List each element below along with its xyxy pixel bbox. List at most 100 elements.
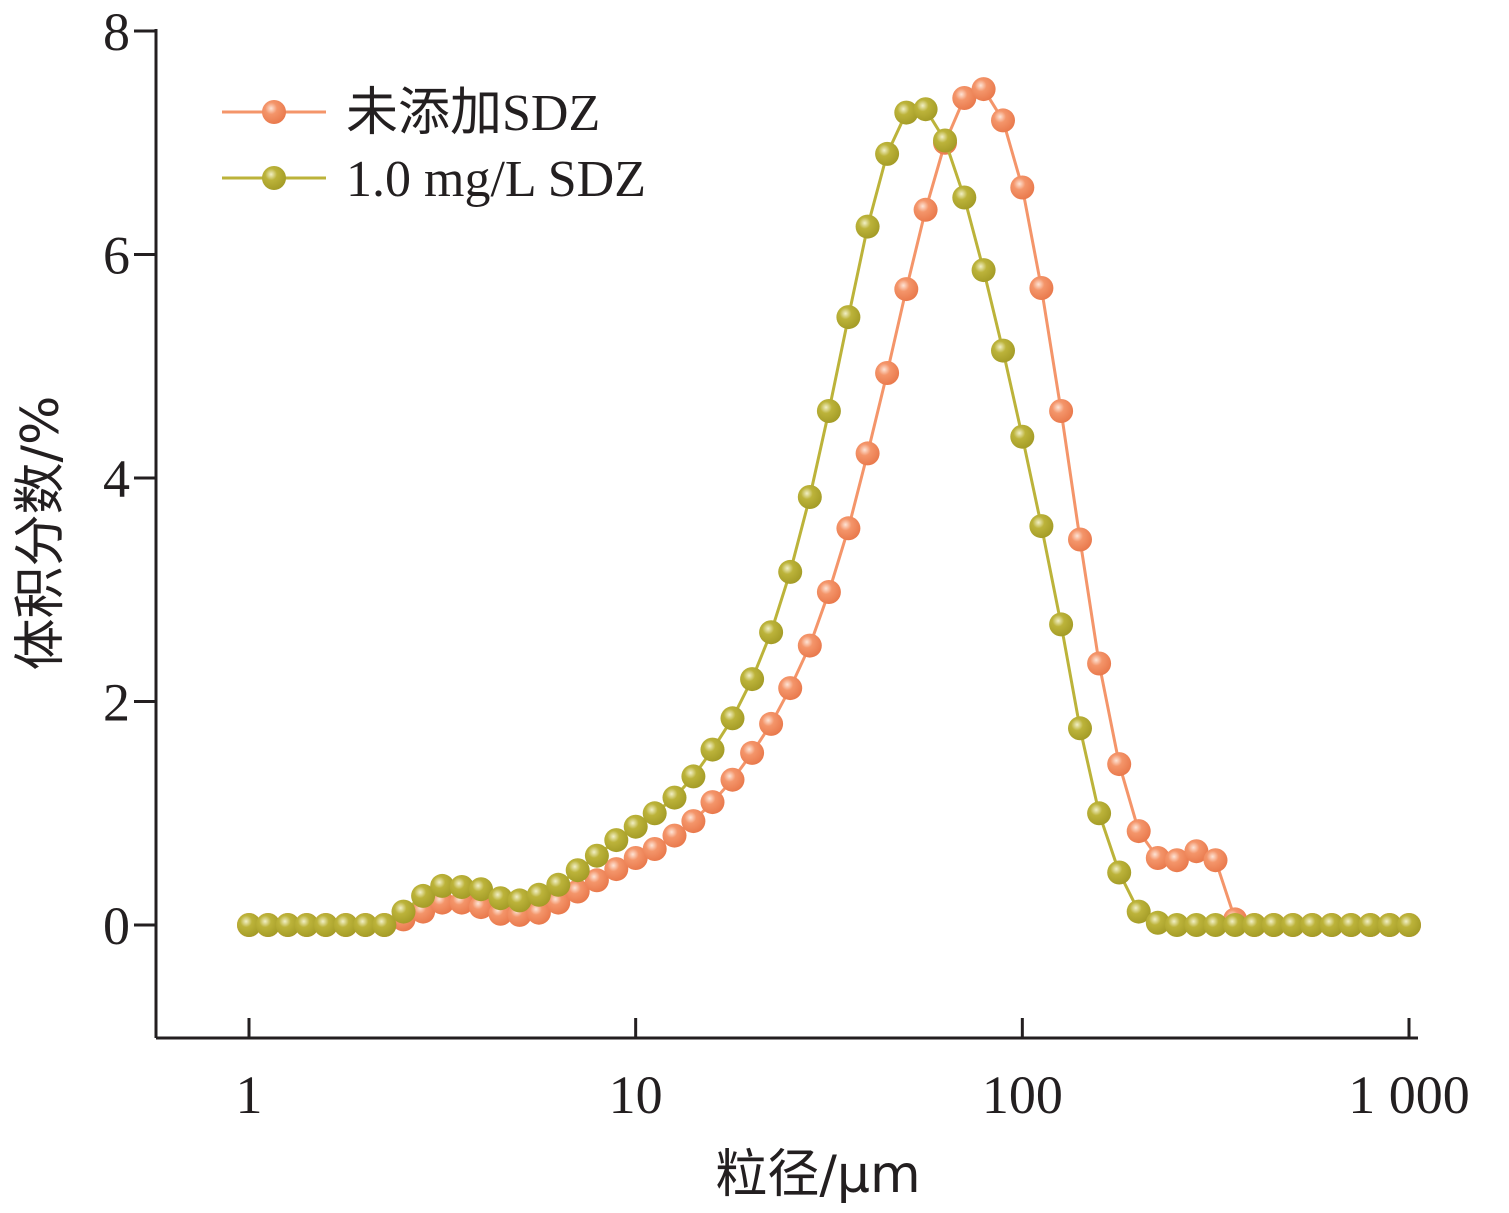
- data-point: [1203, 913, 1228, 937]
- data-point: [546, 872, 571, 897]
- data-point: [952, 185, 977, 210]
- data-point: [740, 667, 765, 692]
- data-point: [1319, 913, 1344, 937]
- legend-label-no-sdz: 未添加SDZ: [346, 85, 600, 142]
- series-1: [237, 97, 1421, 937]
- data-point: [836, 516, 861, 541]
- data-point: [469, 895, 493, 920]
- data-point: [1184, 913, 1209, 937]
- data-point: [1126, 899, 1151, 924]
- data-point: [875, 361, 900, 385]
- legend-label-1mg-sdz: 1.0 mg/L SDZ: [346, 151, 646, 208]
- series-layer: [237, 77, 1421, 937]
- data-point: [642, 837, 667, 861]
- x-axis-ticks: 1 10 100 1 000: [236, 1018, 1470, 1125]
- x-tick-label: 1 000: [1348, 1065, 1470, 1125]
- data-point: [913, 197, 938, 222]
- data-point: [275, 913, 300, 937]
- data-point: [1068, 527, 1092, 552]
- data-point: [778, 676, 803, 701]
- data-point: [526, 900, 551, 925]
- data-point: [681, 809, 706, 834]
- data-point: [662, 823, 687, 848]
- series-line: [249, 107, 1409, 927]
- y-axis-title: 体积分数/%: [11, 396, 71, 671]
- data-point: [1010, 424, 1035, 449]
- data-point: [1029, 276, 1054, 300]
- data-point: [1049, 612, 1074, 637]
- data-point: [740, 740, 765, 765]
- data-point: [971, 258, 996, 283]
- data-point: [584, 868, 609, 893]
- data-point: [469, 877, 493, 902]
- data-point: [623, 846, 648, 870]
- data-point: [1280, 913, 1305, 937]
- data-point: [411, 883, 436, 908]
- x-tick-label: 10: [609, 1065, 663, 1125]
- data-point: [1087, 651, 1112, 676]
- x-tick-label: 1: [236, 1065, 263, 1125]
- data-point: [584, 843, 609, 868]
- data-point: [642, 801, 667, 826]
- data-point: [372, 913, 397, 937]
- data-point: [604, 828, 629, 853]
- data-point: [565, 879, 590, 904]
- data-point: [913, 97, 938, 122]
- data-point: [565, 858, 590, 883]
- data-point: [1068, 716, 1092, 741]
- data-point: [1223, 913, 1248, 937]
- data-point: [1107, 752, 1132, 777]
- data-point: [256, 913, 280, 937]
- x-axis-title: 粒径/μm: [715, 1145, 920, 1205]
- y-axis-ticks: 0 2 4 6 8: [103, 2, 156, 956]
- data-point: [1339, 913, 1363, 937]
- data-point: [1087, 801, 1112, 826]
- data-point: [855, 441, 880, 466]
- legend-marker-orange: [262, 100, 286, 124]
- data-point: [546, 890, 571, 915]
- data-point: [720, 767, 745, 792]
- data-point: [836, 305, 861, 330]
- data-point: [1126, 819, 1151, 844]
- data-point: [816, 399, 841, 423]
- x-tick-label: 100: [982, 1065, 1063, 1125]
- plot-area: 0 2 4 6 8 1 10 100 1 000: [103, 2, 1470, 1125]
- data-point: [855, 214, 880, 239]
- data-point: [797, 633, 822, 658]
- data-point: [1029, 514, 1054, 539]
- y-tick-label: 0: [103, 896, 130, 956]
- data-point: [1261, 913, 1286, 937]
- data-point: [623, 814, 648, 839]
- series-line: [249, 87, 1409, 927]
- data-point: [681, 764, 706, 789]
- y-tick-label: 6: [103, 226, 130, 286]
- data-point: [778, 559, 803, 584]
- data-point: [759, 620, 784, 645]
- data-point: [1145, 910, 1170, 935]
- data-point: [526, 882, 551, 907]
- data-point: [488, 886, 513, 911]
- legend-marker-green: [262, 166, 286, 190]
- data-point: [237, 913, 261, 937]
- data-point: [1164, 913, 1189, 937]
- data-point: [700, 790, 725, 815]
- data-point: [759, 711, 784, 736]
- data-point: [991, 108, 1015, 133]
- data-point: [1300, 913, 1325, 937]
- data-point: [353, 913, 378, 937]
- data-point: [933, 128, 957, 153]
- data-point: [1107, 860, 1132, 885]
- data-point: [294, 913, 319, 937]
- data-point: [1377, 913, 1402, 937]
- data-point: [894, 100, 919, 125]
- data-point: [313, 913, 338, 937]
- y-tick-label: 8: [103, 2, 130, 62]
- data-point: [797, 485, 822, 509]
- data-point: [1184, 839, 1209, 864]
- data-point: [700, 737, 725, 762]
- data-point: [662, 785, 687, 810]
- data-point: [816, 580, 841, 604]
- data-point: [507, 888, 532, 913]
- data-point: [449, 875, 474, 899]
